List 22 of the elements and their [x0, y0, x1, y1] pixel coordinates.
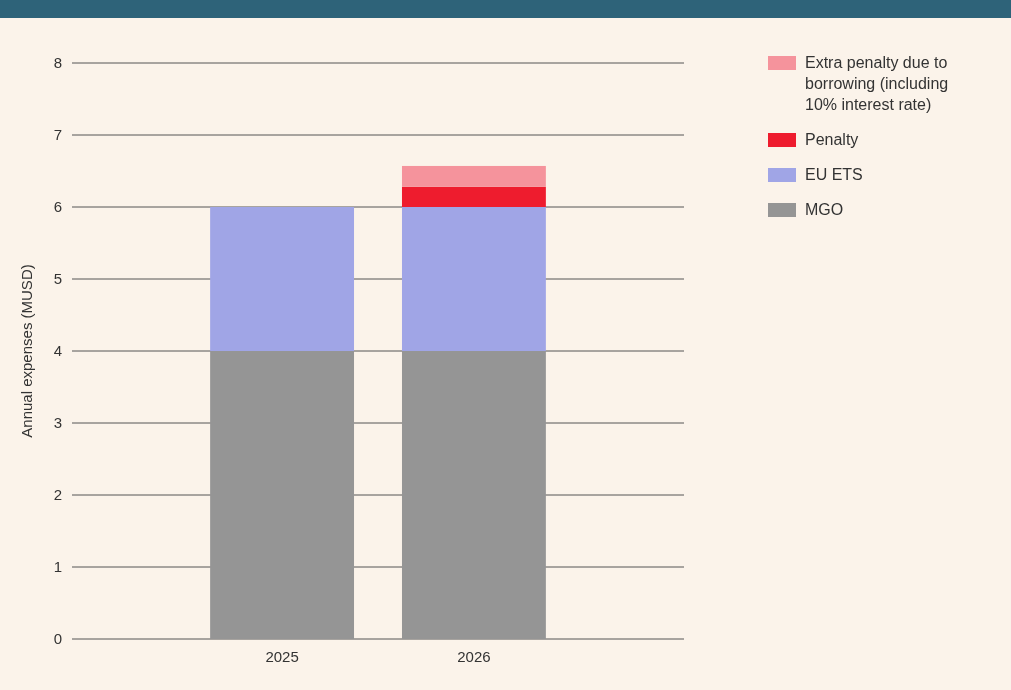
bar	[401, 207, 546, 351]
y-tick-label: 2	[53, 486, 62, 504]
y-tick-label: 5	[53, 270, 62, 288]
y-tick-label: 6	[53, 198, 62, 216]
y-tick-label: 3	[53, 414, 62, 432]
x-tick-label: 2026	[457, 647, 491, 665]
y-tick-label: 4	[53, 342, 62, 360]
y-tick-label: 0	[53, 630, 62, 648]
legend-label: MGO	[805, 201, 844, 218]
y-tick-label: 8	[53, 54, 62, 72]
y-tick-label: 1	[53, 558, 62, 576]
x-tick-label: 2025	[265, 647, 299, 665]
legend-label: EU ETS	[805, 166, 863, 183]
bar	[401, 165, 546, 187]
bar	[210, 351, 355, 639]
y-axis-title: Annual expenses (MUSD)	[18, 264, 35, 438]
bar	[210, 207, 355, 351]
y-tick-label: 7	[53, 126, 62, 144]
legend-label: Penalty	[805, 131, 859, 148]
bar	[401, 351, 546, 639]
bar	[401, 186, 546, 207]
legend-label: Extra penalty due to borrowing (including 10% interest rate)	[805, 54, 949, 113]
